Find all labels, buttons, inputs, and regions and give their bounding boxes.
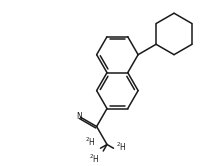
Text: N: N xyxy=(76,112,82,121)
Text: $^{2}$H: $^{2}$H xyxy=(85,135,96,148)
Text: $^{2}$H: $^{2}$H xyxy=(116,141,127,154)
Text: $^{2}$H: $^{2}$H xyxy=(89,153,100,165)
